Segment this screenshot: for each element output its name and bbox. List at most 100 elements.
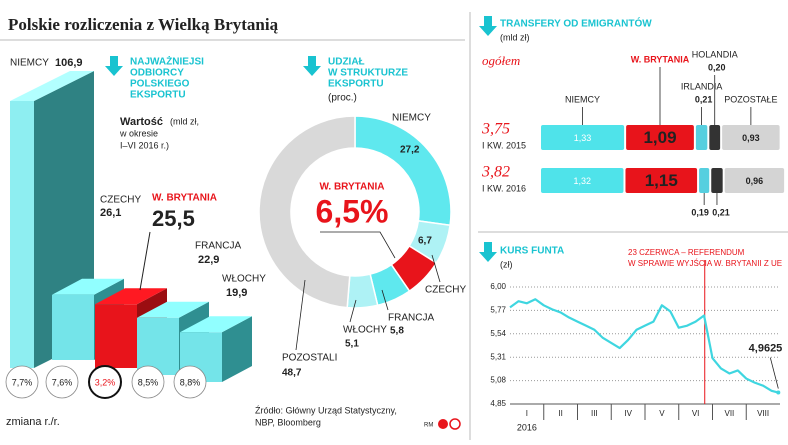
year-label: 2016 (517, 422, 537, 432)
slice-label: CZECHY (425, 285, 466, 296)
unit: I–VI 2016 r.) (120, 140, 169, 150)
chart-title: ODBIORCY (130, 68, 184, 79)
category-label: I KW. 2016 (482, 183, 526, 193)
bar-segment (626, 125, 694, 150)
slice-value: 6,5% (316, 193, 389, 229)
change-label: 8,5% (138, 377, 159, 387)
value-label: 1,09 (643, 128, 676, 147)
slice-value: 5,8 (390, 326, 404, 337)
bar-segment (724, 168, 785, 193)
subtitle: (proc.) (328, 93, 357, 104)
slice-value: 6,7 (418, 236, 432, 247)
leader (431, 254, 441, 283)
leader (349, 299, 357, 323)
logo (449, 418, 461, 430)
slice-value: 48,7 (282, 368, 302, 379)
value-label: 0,96 (746, 176, 764, 186)
category-label: NIEMCY (10, 58, 49, 69)
slice-label: POZOSTALI (282, 353, 337, 364)
bar-segment (625, 168, 698, 193)
page-title: Polskie rozliczenia z Wielką Brytanią (8, 15, 279, 34)
bar-top (95, 288, 167, 305)
bar-top (137, 301, 209, 318)
unit: (mld zł, (170, 116, 199, 126)
total-label: 3,75 (481, 121, 510, 138)
bar-segment (541, 125, 625, 150)
arrow-icon (479, 242, 497, 262)
value-label: 25,5 (152, 206, 195, 231)
change-badge (45, 365, 79, 399)
category-label: CZECHY (100, 195, 141, 206)
x-tick-label: VIII (757, 409, 769, 418)
y-tick-label: 5,31 (490, 352, 506, 361)
arrows (105, 16, 497, 262)
slice-label: W. BRYTANIA (320, 182, 385, 193)
change-title: zmiana r./r. (6, 416, 60, 428)
value-label: 0,20 (708, 62, 726, 72)
bar (10, 101, 34, 368)
y-tick-label: 5,54 (490, 329, 506, 338)
change-label: 7,7% (12, 377, 33, 387)
legend-label: W. BRYTANIA (631, 54, 690, 64)
chart-title: POLSKIEGO (130, 79, 190, 90)
arrow-icon (303, 56, 321, 76)
chart-title: EKSPORTU (130, 90, 186, 101)
subtitle: (mld zł) (500, 32, 530, 42)
bar-side (222, 316, 252, 382)
value-label: 26,1 (100, 207, 121, 219)
value-label: 0,21 (712, 207, 730, 217)
legend-label: NIEMCY (565, 94, 600, 104)
line (509, 298, 779, 394)
y-tick-label: 6,00 (490, 282, 506, 291)
annotation: 23 CZERWCA – REFERENDUM (628, 248, 745, 257)
change-label: 8,8% (180, 377, 201, 387)
slice-value: 27,2 (400, 145, 420, 156)
chart-title: KURS FUNTA (500, 246, 564, 257)
total-title: ogółem (482, 53, 520, 68)
change-badge (173, 365, 207, 399)
chart-title: NAJWAŻNIEJSI (130, 55, 204, 68)
source: NBP, Bloomberg (255, 417, 321, 427)
x-tick-label: II (558, 409, 562, 418)
bar-segment (699, 168, 710, 193)
point (776, 390, 781, 395)
value-label: 22,9 (198, 254, 219, 266)
change-badge (5, 365, 39, 399)
credit: RM (424, 423, 433, 429)
bar (52, 294, 94, 360)
arrow-icon (105, 56, 123, 76)
change-label: 3,2% (95, 377, 116, 387)
y-tick-label: 5,08 (490, 376, 506, 385)
value-label: 0,19 (691, 207, 709, 217)
legend-label: IRLANDIA (681, 81, 723, 91)
bar-segment (695, 125, 708, 150)
pie-slice (258, 115, 356, 309)
chart-title: EKSPORTU (328, 79, 384, 90)
change-badge (88, 365, 122, 399)
bar (137, 317, 179, 375)
annotation: W SPRAWIE WYJŚCIA W. BRYTANII Z UE (628, 259, 782, 268)
category-label: FRANCJA (195, 241, 241, 252)
leader (320, 231, 396, 259)
leader (769, 357, 779, 389)
y-tick-label: 4,85 (490, 399, 506, 408)
x-tick-label: IV (624, 409, 632, 418)
x-tick-label: V (659, 409, 665, 418)
x-tick-label: I (526, 409, 528, 418)
change-badge (131, 365, 165, 399)
bar (95, 304, 137, 368)
value-label: 19,9 (226, 287, 247, 299)
value-label: 0,21 (695, 94, 713, 104)
leader (381, 289, 389, 311)
legend-label: POZOSTAŁE (724, 94, 777, 104)
slice-value: 5,1 (345, 339, 359, 350)
category-label: W. BRYTANIA (152, 193, 217, 204)
chart-title: TRANSFERY OD EMIGRANTÓW (500, 17, 652, 30)
leader (295, 279, 306, 351)
slice-label: NIEMCY (392, 113, 431, 124)
total-label: 3,82 (481, 164, 510, 181)
arrow-icon (479, 16, 497, 36)
bar-top (10, 71, 94, 101)
x-tick-label: III (591, 409, 598, 418)
